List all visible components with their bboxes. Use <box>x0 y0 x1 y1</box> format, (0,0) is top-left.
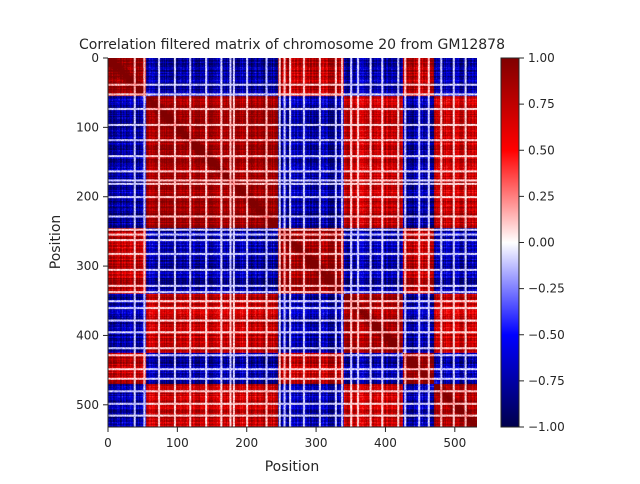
x-tick-label: 0 <box>104 436 112 450</box>
x-tick-label: 100 <box>166 436 189 450</box>
heatmap-plot-area <box>108 58 477 427</box>
y-tick-label: 100 <box>76 120 99 134</box>
x-tick-label: 300 <box>305 436 328 450</box>
colorbar-tick-label: 0.75 <box>528 97 555 111</box>
y-axis-label: Position <box>48 215 64 270</box>
colorbar-ticks: 1.00 0.75 0.50 0.25 0.00 −0.25 −0.50 −0.75 −1.00 <box>519 51 565 434</box>
y-tick-label: 300 <box>76 259 99 273</box>
colorbar: 1.00 0.75 0.50 0.25 0.00 −0.25 −0.50 −0.75 −1.00 <box>500 51 565 434</box>
x-tick-label: 400 <box>374 436 397 450</box>
heatmap-image <box>108 58 477 427</box>
colorbar-tick-label: −0.50 <box>528 328 565 342</box>
x-axis: 0 100 200 300 400 500 <box>104 426 477 450</box>
y-tick-label: 400 <box>76 328 99 342</box>
colorbar-tick-label: 0.00 <box>528 236 555 250</box>
colorbar-tick-label: 1.00 <box>528 51 555 65</box>
x-tick-label: 500 <box>443 436 466 450</box>
colorbar-tick-label: −1.00 <box>528 420 565 434</box>
colorbar-tick-label: 0.50 <box>528 143 555 157</box>
colorbar-gradient <box>500 57 520 428</box>
y-tick-label: 500 <box>76 398 99 412</box>
y-tick-label: 200 <box>76 190 99 204</box>
x-axis-label: Position <box>265 459 320 475</box>
y-axis: 0 100 200 300 400 500 <box>76 51 109 427</box>
colorbar-tick-label: −0.75 <box>528 374 565 388</box>
x-tick-label: 200 <box>235 436 258 450</box>
y-tick-label: 0 <box>91 51 99 65</box>
chart-title: Correlation filtered matrix of chromosom… <box>79 37 505 53</box>
colorbar-tick-label: 0.25 <box>528 189 555 203</box>
colorbar-tick-label: −0.25 <box>528 282 565 296</box>
